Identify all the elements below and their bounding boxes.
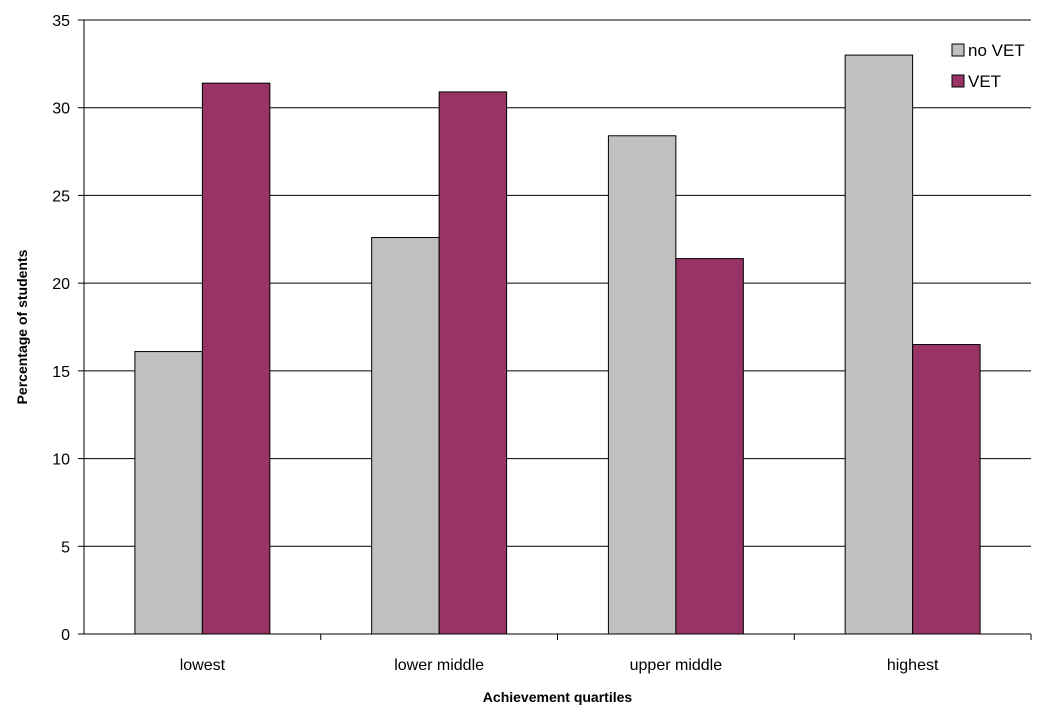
y-tick-label: 25 xyxy=(52,188,70,205)
bar-no-vet xyxy=(371,237,440,635)
y-axis-title: Percentage of students xyxy=(14,249,30,404)
y-tick-label: 30 xyxy=(52,101,70,118)
x-tick-label: lowest xyxy=(180,657,226,674)
bar-vet xyxy=(201,82,271,635)
legend-swatch xyxy=(951,74,965,88)
bar-no-vet xyxy=(134,351,203,635)
y-tick-label: 20 xyxy=(52,276,70,293)
x-tick-label: highest xyxy=(887,657,939,674)
bar-vet xyxy=(675,258,744,635)
y-tick-label: 35 xyxy=(52,13,70,30)
legend-swatch xyxy=(951,43,965,57)
x-tick-label: lower middle xyxy=(394,657,484,674)
bars xyxy=(134,54,981,635)
legend-label: no VET xyxy=(968,41,1025,60)
bar-no-vet xyxy=(607,135,677,635)
x-tick-label: upper middle xyxy=(630,657,723,674)
bar-vet xyxy=(912,344,981,635)
bar-vet xyxy=(438,91,508,635)
x-axis-title: Achievement quartiles xyxy=(483,689,633,705)
legend-label: VET xyxy=(968,72,1001,91)
bar-no-vet xyxy=(844,54,914,635)
y-tick-label: 10 xyxy=(52,452,70,469)
legend: no VET VET xyxy=(951,41,1025,91)
y-tick-labels: 0 5 10 15 20 25 30 35 xyxy=(52,13,84,644)
x-tick-labels: lowest lower middle upper middle highest xyxy=(180,634,1032,674)
y-tick-label: 0 xyxy=(61,627,70,644)
y-tick-label: 15 xyxy=(52,364,70,381)
y-tick-label: 5 xyxy=(61,539,70,556)
